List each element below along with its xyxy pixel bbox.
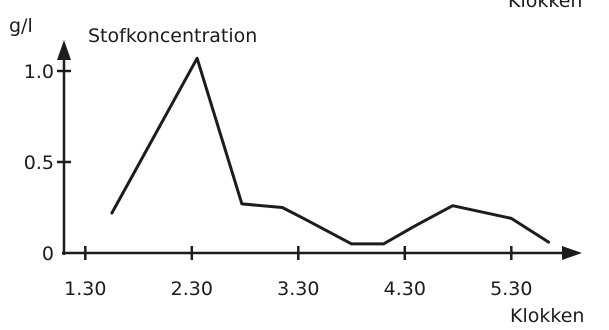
series-line [110,56,551,246]
y-ticks: 0 0.5 1.0 [24,61,71,265]
series-group [110,56,551,246]
x-tick-label: 4.30 [384,278,426,300]
data-point [547,240,550,244]
y-axis-arrow [57,40,71,60]
data-point [302,217,305,220]
x-ticks: 1.30 2.30 3.30 4.30 5.30 [64,246,532,300]
y-axis-title: Stofkoncentration [88,25,257,47]
x-tick-label: 5.30 [490,278,532,300]
y-tick-label: 1.0 [24,61,54,83]
x-axis-arrow [562,246,582,260]
data-point [451,204,454,207]
y-axis-unit: g/l [9,15,33,37]
data-point [382,242,385,246]
x-tick-label: 2.30 [171,278,213,300]
data-point [195,57,199,60]
data-point [414,224,417,227]
data-point [350,242,353,246]
x-tick-label: 3.30 [277,278,319,300]
y-tick-label: 0.5 [24,152,54,174]
x-axis-title: Klokken [510,305,584,327]
data-point [281,206,284,209]
y-tick-label: 0 [42,243,54,265]
data-point [240,202,244,206]
data-point [510,217,513,220]
top-right-label: Klokken [508,0,582,12]
data-point [110,211,114,215]
x-tick-label: 1.30 [64,278,106,300]
